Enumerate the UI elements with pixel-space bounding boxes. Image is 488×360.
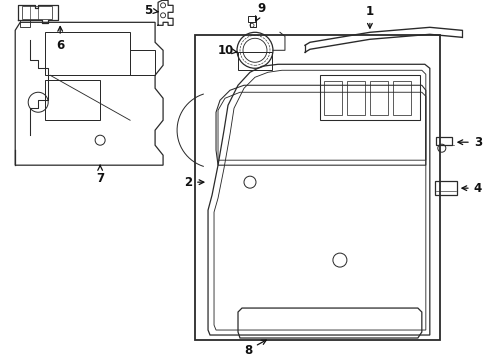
Text: 6: 6 [56,27,64,52]
Bar [195,35,439,340]
Bar [20,20,30,27]
Bar [319,75,419,120]
Bar [22,6,52,19]
Bar [238,52,271,70]
Text: 10: 10 [218,44,237,57]
Text: 5: 5 [143,4,158,17]
Bar [392,81,410,115]
Text: 9: 9 [255,2,265,21]
Text: 3: 3 [457,136,481,149]
Bar [346,81,364,115]
Bar [247,16,255,22]
Bar [435,137,451,145]
Bar [434,181,456,195]
Text: 1: 1 [365,5,373,28]
Bar [323,81,341,115]
Text: 4: 4 [461,182,481,195]
Text: 2: 2 [183,176,203,189]
Text: 8: 8 [244,340,266,356]
Text: 7: 7 [96,166,104,185]
Bar [369,81,387,115]
